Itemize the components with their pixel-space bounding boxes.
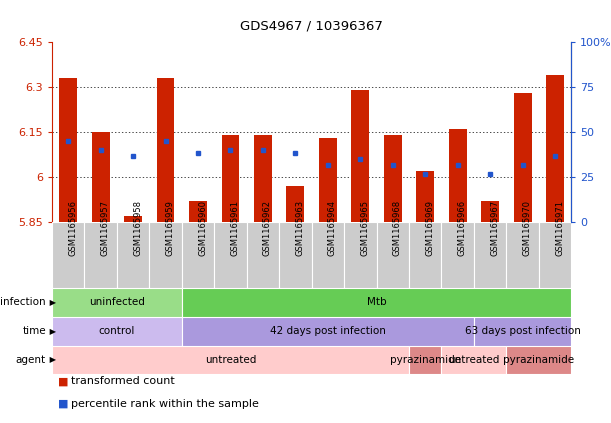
Bar — [351, 91, 369, 222]
Text: GDS4967 / 10396367: GDS4967 / 10396367 — [240, 19, 383, 32]
Bar — [481, 201, 499, 222]
Text: GSM1165964: GSM1165964 — [328, 200, 337, 256]
Bar — [409, 346, 442, 374]
Bar — [124, 217, 142, 222]
Text: GSM1165958: GSM1165958 — [133, 200, 142, 256]
Text: GSM1165962: GSM1165962 — [263, 200, 272, 256]
Text: GSM1165970: GSM1165970 — [522, 200, 532, 256]
Bar — [514, 93, 532, 222]
Bar — [474, 317, 571, 346]
Bar — [84, 222, 117, 288]
Bar — [384, 135, 401, 222]
Bar — [52, 222, 84, 288]
Text: ■: ■ — [58, 376, 68, 387]
Text: GSM1165968: GSM1165968 — [393, 200, 402, 256]
Text: agent: agent — [16, 355, 46, 365]
Text: GSM1165971: GSM1165971 — [555, 200, 564, 256]
Text: time: time — [22, 326, 46, 336]
Bar — [254, 135, 272, 222]
Bar — [182, 317, 474, 346]
Bar — [546, 75, 564, 222]
Text: GSM1165957: GSM1165957 — [101, 200, 109, 256]
Bar — [214, 222, 247, 288]
Bar — [319, 138, 337, 222]
Bar — [376, 222, 409, 288]
Text: 63 days post infection: 63 days post infection — [464, 326, 580, 336]
Bar — [59, 78, 77, 222]
Text: ■: ■ — [58, 399, 68, 409]
Bar — [247, 222, 279, 288]
Text: GSM1165966: GSM1165966 — [458, 200, 467, 256]
Bar — [117, 222, 149, 288]
Text: infection: infection — [0, 297, 46, 308]
Text: GSM1165959: GSM1165959 — [166, 200, 175, 255]
Text: percentile rank within the sample: percentile rank within the sample — [71, 399, 259, 409]
Bar — [409, 222, 442, 288]
Text: control: control — [98, 326, 135, 336]
Bar — [507, 222, 539, 288]
Text: GSM1165961: GSM1165961 — [230, 200, 240, 256]
Bar — [182, 288, 571, 317]
Text: ▶: ▶ — [47, 355, 56, 365]
Bar — [52, 346, 409, 374]
Bar — [507, 346, 571, 374]
Bar — [448, 129, 467, 222]
Bar — [222, 135, 240, 222]
Text: untreated: untreated — [448, 355, 500, 365]
Text: GSM1165965: GSM1165965 — [360, 200, 369, 256]
Bar — [344, 222, 376, 288]
Text: GSM1165969: GSM1165969 — [425, 200, 434, 256]
Bar — [156, 78, 175, 222]
Bar — [442, 222, 474, 288]
Text: GSM1165956: GSM1165956 — [68, 200, 77, 256]
Bar — [149, 222, 182, 288]
Bar — [189, 201, 207, 222]
Bar — [279, 222, 312, 288]
Bar — [442, 346, 507, 374]
Text: pyrazinamide: pyrazinamide — [390, 355, 461, 365]
Bar — [52, 317, 182, 346]
Text: uninfected: uninfected — [89, 297, 145, 308]
Bar — [52, 288, 182, 317]
Text: ▶: ▶ — [47, 298, 56, 307]
Text: pyrazinamide: pyrazinamide — [503, 355, 574, 365]
Text: Mtb: Mtb — [367, 297, 386, 308]
Text: GSM1165963: GSM1165963 — [295, 200, 304, 256]
Bar — [92, 132, 109, 222]
Text: GSM1165960: GSM1165960 — [198, 200, 207, 256]
Bar — [416, 171, 434, 222]
Bar — [287, 187, 304, 222]
Text: 42 days post infection: 42 days post infection — [270, 326, 386, 336]
Bar — [182, 222, 214, 288]
Bar — [474, 222, 507, 288]
Bar — [312, 222, 344, 288]
Text: ▶: ▶ — [47, 327, 56, 336]
Text: GSM1165967: GSM1165967 — [490, 200, 499, 256]
Bar — [539, 222, 571, 288]
Text: untreated: untreated — [205, 355, 256, 365]
Text: transformed count: transformed count — [71, 376, 175, 387]
